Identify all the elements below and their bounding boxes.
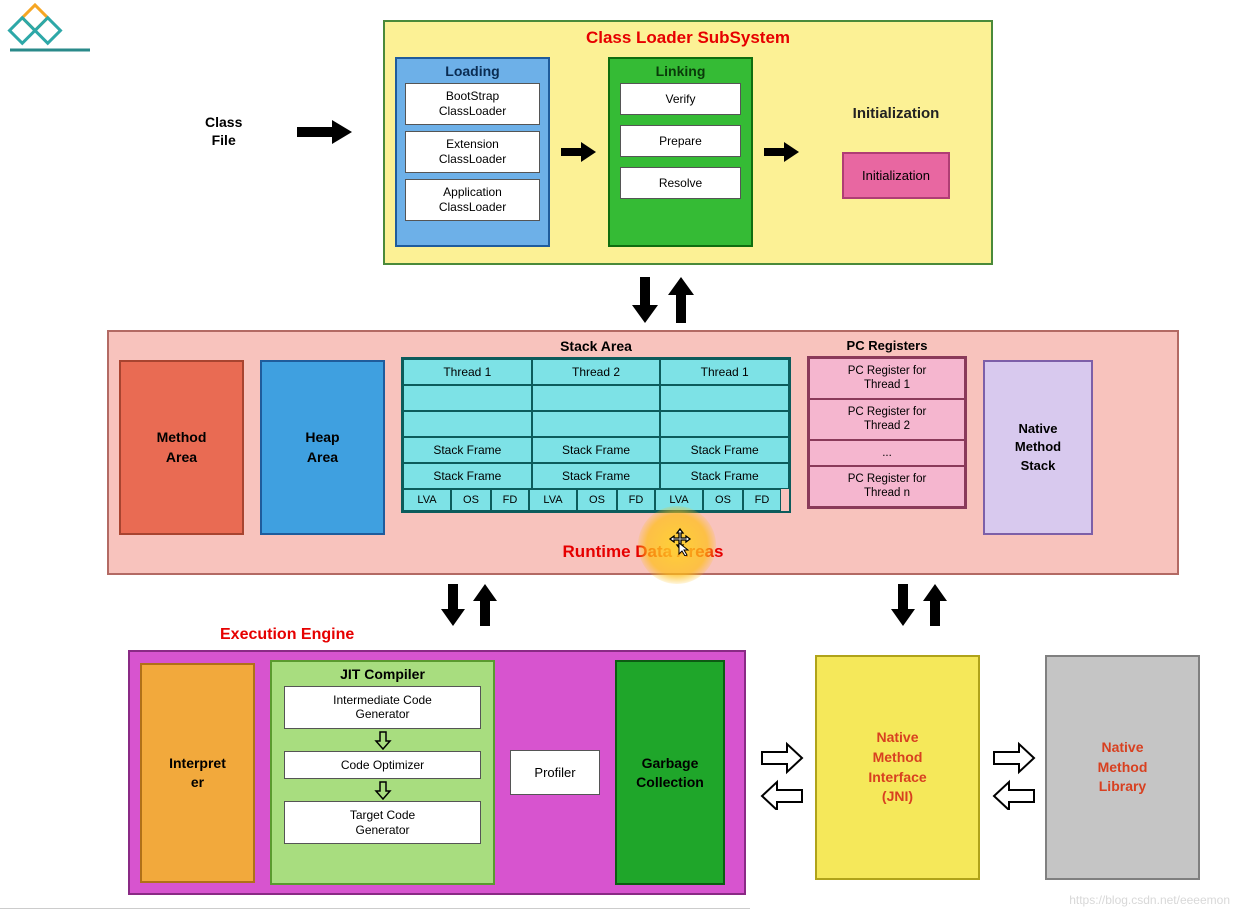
stack-frame: Stack Frame — [403, 463, 532, 489]
classloader-subsystem-box: Class Loader SubSystem Loading BootStrap… — [383, 20, 993, 265]
loading-title: Loading — [445, 63, 499, 79]
native-method-library-box: NativeMethodLibrary — [1045, 655, 1200, 880]
stack-empty-cell — [403, 385, 532, 411]
pc-registers-title: PC Registers — [807, 338, 967, 353]
jit-title: JIT Compiler — [340, 666, 425, 682]
stack-empty-cell — [403, 411, 532, 437]
stack-sub-fd: FD — [743, 489, 781, 511]
stack-frame: Stack Frame — [532, 437, 661, 463]
pc-register-cell: PC Register forThread 1 — [809, 358, 965, 399]
stack-empty-cell — [532, 411, 661, 437]
native-method-stack-box: NativeMethodStack — [983, 360, 1093, 535]
stack-sub-lva: LVA — [403, 489, 451, 511]
class-file-label: ClassFile — [205, 113, 242, 149]
stack-frame: Stack Frame — [403, 437, 532, 463]
stack-sub-fd: FD — [491, 489, 529, 511]
stack-sub-lva: LVA — [655, 489, 703, 511]
initialization-box: Initialization — [842, 152, 950, 199]
arrow-classfile-to-loader — [295, 118, 355, 146]
linking-prepare: Prepare — [620, 125, 741, 157]
execution-engine-label: Execution Engine — [220, 626, 354, 644]
stack-header: Thread 2 — [532, 359, 661, 385]
arrows-classloader-runtime — [618, 275, 708, 325]
loader-bootstrap: BootStrapClassLoader — [405, 83, 540, 125]
linking-resolve: Resolve — [620, 167, 741, 199]
linking-title: Linking — [656, 63, 706, 79]
stack-sub-os: OS — [703, 489, 743, 511]
method-area-box: MethodArea — [119, 360, 244, 535]
stack-header: Thread 1 — [660, 359, 789, 385]
stack-sub-fd: FD — [617, 489, 655, 511]
stack-empty-cell — [660, 411, 789, 437]
runtime-data-areas-box: MethodArea HeapArea Stack Area Thread 1 … — [107, 330, 1179, 575]
classloader-title: Class Loader SubSystem — [395, 28, 981, 48]
arrows-exec-jni — [758, 740, 806, 810]
heap-area-box: HeapArea — [260, 360, 385, 535]
loader-application: ApplicationClassLoader — [405, 179, 540, 221]
arrows-runtime-exec — [428, 582, 510, 628]
pc-register-cell: PC Register forThread 2 — [809, 399, 965, 440]
jit-compiler-box: JIT Compiler Intermediate CodeGenerator … — [270, 660, 495, 885]
arrows-jni-natlib — [990, 740, 1038, 810]
interpreter-box: Interpreter — [140, 663, 255, 883]
pc-register-cell: ... — [809, 440, 965, 466]
pc-registers-column: PC Register forThread 1 PC Register forT… — [807, 356, 967, 509]
stack-area-grid: Thread 1 Thread 2 Thread 1 Stack Frame S — [401, 357, 791, 513]
jit-arrow-1 — [373, 729, 393, 751]
jni-box: NativeMethodInterface(JNI) — [815, 655, 980, 880]
logo-icon — [0, 2, 90, 52]
arrows-runtime-jni — [878, 582, 960, 628]
stack-empty-cell — [660, 385, 789, 411]
stack-sub-os: OS — [577, 489, 617, 511]
stack-header: Thread 1 — [403, 359, 532, 385]
profiler-box: Profiler — [510, 750, 600, 795]
jit-arrow-2 — [373, 779, 393, 801]
arrow-loading-to-linking — [560, 140, 598, 164]
watermark-text: https://blog.csdn.net/eeeemon — [1069, 893, 1230, 907]
jit-target: Target CodeGenerator — [284, 801, 481, 844]
initialization-label: Initialization — [853, 105, 940, 122]
runtime-title: Runtime Data Areas — [119, 542, 1167, 562]
stack-frame: Stack Frame — [660, 463, 789, 489]
loader-extension: ExtensionClassLoader — [405, 131, 540, 173]
arrow-linking-to-init — [763, 140, 801, 164]
stack-area-title: Stack Area — [401, 338, 791, 354]
garbage-collection-box: GarbageCollection — [615, 660, 725, 885]
execution-engine-box: Interpreter JIT Compiler Intermediate Co… — [128, 650, 746, 895]
stack-sub-lva: LVA — [529, 489, 577, 511]
stack-frame: Stack Frame — [532, 463, 661, 489]
linking-box: Linking Verify Prepare Resolve — [608, 57, 753, 247]
stack-frame: Stack Frame — [660, 437, 789, 463]
linking-verify: Verify — [620, 83, 741, 115]
stack-empty-cell — [532, 385, 661, 411]
separator-line — [0, 908, 750, 909]
jit-optimizer: Code Optimizer — [284, 751, 481, 779]
loading-box: Loading BootStrapClassLoader ExtensionCl… — [395, 57, 550, 247]
stack-sub-os: OS — [451, 489, 491, 511]
pc-register-cell: PC Register forThread n — [809, 466, 965, 507]
jit-intermediate: Intermediate CodeGenerator — [284, 686, 481, 729]
